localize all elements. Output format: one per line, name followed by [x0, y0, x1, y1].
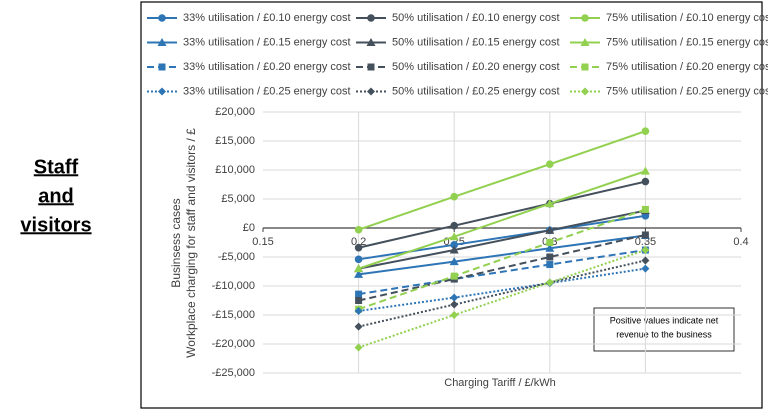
- series-line: [358, 259, 646, 328]
- legend-marker: [158, 87, 166, 96]
- legend-marker: [367, 87, 375, 96]
- series-line: [358, 233, 646, 302]
- marker: [354, 306, 363, 315]
- marker: [546, 261, 554, 269]
- marker: [545, 278, 554, 287]
- legend-marker: [581, 87, 589, 96]
- y-tick-label: -£10,000: [212, 280, 255, 292]
- y-axis-label: Workplace charging for staff and visitor…: [184, 128, 198, 358]
- marker: [641, 264, 650, 273]
- legend-marker: [157, 38, 167, 46]
- series-line: [358, 249, 646, 349]
- series-line: [358, 234, 646, 276]
- y-tick-label: £20,000: [215, 106, 255, 118]
- legend-label: 33% utilisation / £0.20 energy cost: [183, 61, 351, 73]
- x-tick-label: 0.2: [351, 236, 366, 248]
- annotation: revenue to the business: [616, 329, 712, 339]
- legend-marker: [367, 63, 375, 71]
- marker: [355, 297, 363, 304]
- marker: [354, 264, 364, 273]
- marker: [641, 177, 650, 186]
- legend-marker: [581, 63, 589, 71]
- side-title-line: Staff: [34, 156, 79, 178]
- legend-label: 33% utilisation / £0.10 energy cost: [183, 12, 351, 24]
- side-title-line: visitors: [20, 214, 91, 236]
- legend-marker: [581, 14, 589, 22]
- marker: [546, 253, 554, 261]
- series-line: [358, 209, 646, 270]
- marker: [354, 243, 363, 252]
- marker: [641, 246, 650, 255]
- marker: [354, 322, 363, 331]
- y-tick-label: -£20,000: [212, 338, 255, 350]
- x-tick-label: 0.35: [635, 236, 656, 248]
- series-line: [358, 170, 646, 270]
- x-axis-label: Charging Tariff / £/kWh: [444, 377, 555, 389]
- legend-label: 75% utilisation / £0.20 energy cost: [606, 61, 768, 73]
- marker: [641, 205, 649, 213]
- legend-label: 33% utilisation / £0.15 energy cost: [183, 36, 351, 48]
- marker: [450, 311, 459, 319]
- legend-marker: [580, 38, 590, 46]
- marker: [545, 243, 555, 252]
- legend-marker: [158, 63, 166, 71]
- legend-label: 33% utilisation / £0.25 energy cost: [183, 85, 351, 97]
- marker: [355, 290, 363, 298]
- marker: [641, 231, 649, 239]
- legend-label: 50% utilisation / £0.20 energy cost: [392, 61, 560, 73]
- marker: [640, 166, 650, 175]
- y-axis-label: Businsess cases: [169, 198, 183, 287]
- marker: [545, 225, 555, 234]
- side-title: Staff and visitors: [20, 156, 91, 236]
- x-tick-label: 0.4: [733, 236, 748, 248]
- marker: [450, 300, 459, 309]
- legend-label: 75% utilisation / £0.10 energy cost: [606, 12, 768, 24]
- marker: [545, 199, 555, 208]
- marker: [354, 225, 363, 234]
- legend-label: 50% utilisation / £0.10 energy cost: [392, 12, 560, 24]
- marker: [449, 245, 459, 254]
- y-tick-label: -£25,000: [212, 367, 255, 379]
- marker: [449, 257, 459, 266]
- y-tick-label: £5,000: [221, 193, 255, 205]
- marker: [450, 293, 459, 302]
- legend-label: 75% utilisation / £0.15 energy cost: [606, 36, 768, 48]
- marker: [449, 232, 459, 241]
- marker: [641, 127, 650, 135]
- y-tick-label: -£5,000: [218, 251, 255, 263]
- legend-marker: [158, 14, 166, 22]
- side-title-line: and: [38, 185, 74, 207]
- marker: [450, 221, 459, 230]
- legend-label: 75% utilisation / £0.25 energy cost: [606, 85, 768, 97]
- marker: [546, 239, 554, 246]
- series-line: [358, 130, 646, 231]
- marker: [641, 256, 650, 265]
- legend-marker: [367, 14, 375, 22]
- y-tick-label: -£15,000: [212, 309, 255, 321]
- y-tick-label: £10,000: [215, 164, 255, 176]
- marker: [354, 343, 363, 352]
- series-line: [358, 267, 646, 312]
- y-tick-label: £15,000: [215, 135, 255, 147]
- legend-marker: [366, 38, 376, 46]
- marker: [354, 269, 364, 278]
- marker: [450, 272, 458, 280]
- y-tick-label: £0: [243, 222, 255, 234]
- x-tick-label: 0.15: [252, 236, 273, 248]
- marker: [546, 160, 554, 168]
- marker: [354, 255, 363, 264]
- series-line: [358, 180, 646, 249]
- legend-label: 50% utilisation / £0.15 energy cost: [392, 36, 560, 48]
- series-line: [358, 249, 646, 296]
- annotation: Positive values indicate net: [610, 315, 719, 325]
- marker: [450, 241, 459, 249]
- series-line: [358, 208, 646, 311]
- marker: [450, 192, 459, 201]
- legend-label: 50% utilisation / £0.25 energy cost: [392, 85, 560, 97]
